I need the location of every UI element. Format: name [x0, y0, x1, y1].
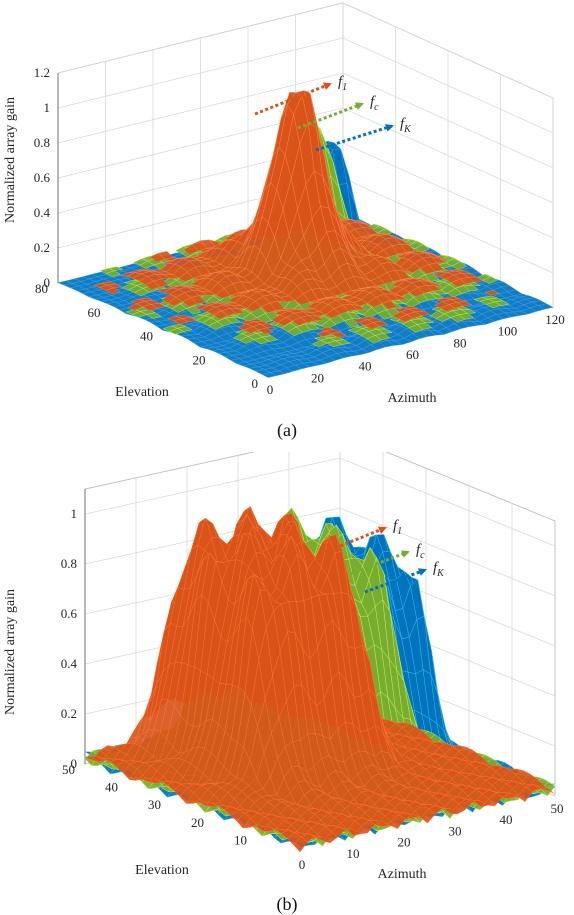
x-axis-label-a: Azimuth [388, 391, 437, 406]
z-gridline [58, 3, 553, 98]
label-f-K: fK [400, 116, 412, 135]
x-tick-label: 100 [498, 324, 518, 339]
x-tick-label: 120 [545, 312, 565, 327]
y-tick-label: 40 [140, 329, 153, 344]
surface-plot-a: 00.20.40.60.811.202040608010012002040608… [0, 0, 574, 420]
x-tick-label: 0 [267, 382, 274, 397]
z-gridline [85, 458, 555, 546]
label-subscript: c [374, 102, 379, 113]
z-tick-label: 0.6 [34, 170, 51, 185]
y-tick-label: 20 [193, 352, 206, 367]
surface-a [58, 91, 553, 378]
y-tick-label: 0 [252, 376, 259, 391]
x-tick-label: 40 [359, 359, 372, 374]
caption-a: (a) [0, 420, 574, 441]
label-f-c: fc [370, 94, 379, 113]
y-tick-label: 80 [35, 281, 48, 296]
x-tick-label: 80 [454, 335, 467, 350]
z-tick-label: 1 [44, 100, 51, 115]
z-tick-label: 0.8 [34, 135, 50, 150]
z-tick-label: 0.4 [34, 205, 51, 220]
x-tick-label: 20 [311, 370, 324, 385]
y-tick-label: 60 [88, 305, 101, 320]
z-axis-label-a: Normalized array gain [3, 97, 18, 223]
arrow-f-K [316, 126, 392, 150]
label-subscript: K [403, 124, 412, 135]
x-tick-label: 60 [406, 347, 419, 362]
label-subscript: 1 [342, 82, 347, 93]
y-axis-label-a: Elevation [115, 385, 169, 400]
z-tick-label: 0.2 [34, 240, 50, 255]
z-tick-label: 1.2 [34, 65, 50, 80]
